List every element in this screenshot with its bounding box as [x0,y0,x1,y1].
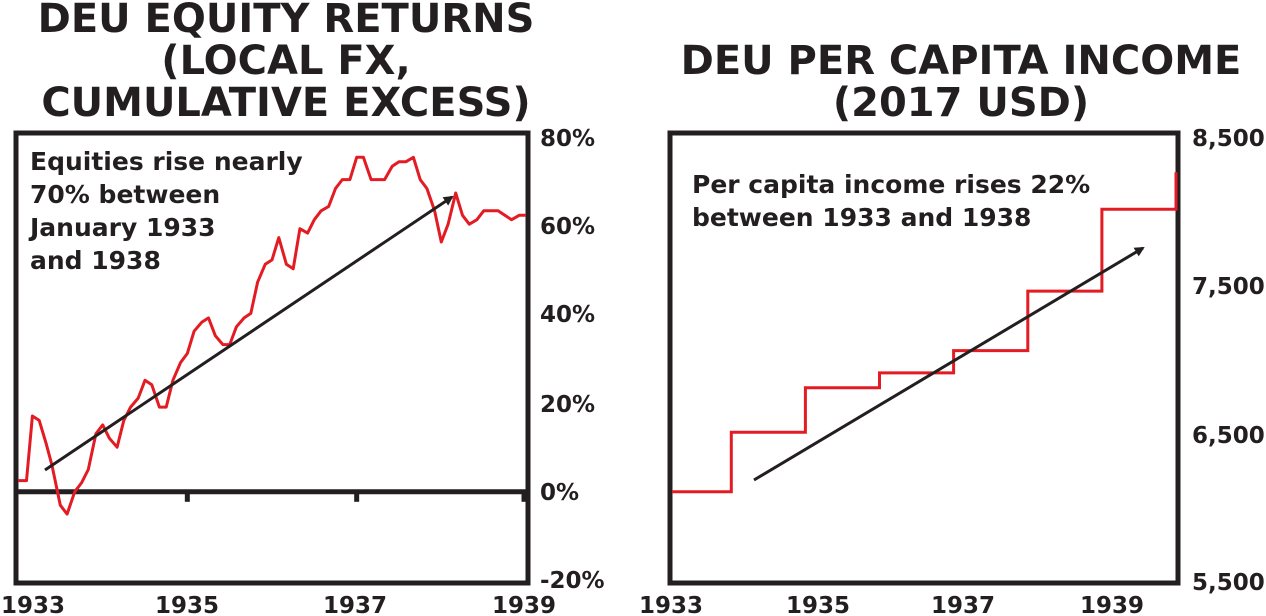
left-x-tick-1935: 1935 [155,593,219,616]
left-trend-arrow [44,195,454,472]
right-trend-arrow [753,246,1145,482]
left-title-line-1: DEU EQUITY RETURNS [38,0,535,42]
right-x-tick-1935: 1935 [786,593,850,616]
left-y-tick-0: 0% [540,480,579,506]
left-y-tick-20: 20% [540,392,595,418]
left-annotation-line-2: 70% between [30,180,220,209]
left-y-tick-60: 60% [540,214,595,240]
left-y-tick-minus20: -20% [540,568,605,594]
left-annotation-line-1: Equities rise nearly [30,147,303,176]
right-plot-frame [667,130,1181,586]
equity-returns-chart: DEU EQUITY RETURNS (LOCAL FX, CUMULATIVE… [1,0,605,616]
left-annotation-line-4: and 1938 [30,246,161,275]
right-annotation-line-1: Per capita income rises 22% [692,170,1090,199]
left-title-line-2: (LOCAL FX, [161,38,410,84]
right-title-line-1: DEU PER CAPITA INCOME [681,38,1242,84]
left-plot-frame [13,130,531,586]
left-y-tick-40: 40% [540,302,595,328]
left-x-tick-1937: 1937 [323,593,387,616]
right-y-tick-6500: 6,500 [1192,423,1265,449]
right-title-line-2: (2017 USD) [833,80,1089,126]
right-x-tick-1937: 1937 [931,593,995,616]
left-y-tick-80: 80% [540,126,595,152]
left-zero-ticks [184,491,527,502]
right-y-tick-8500: 8,500 [1192,126,1265,152]
right-x-tick-1933: 1933 [639,593,703,616]
equity-returns-line [18,155,526,516]
left-title-line-3: CUMULATIVE EXCESS) [41,80,530,126]
right-annotation-line-2: between 1933 and 1938 [692,203,1031,232]
left-x-tick-1933: 1933 [1,593,65,616]
per-capita-income-chart: DEU PER CAPITA INCOME (2017 USD) Per cap… [639,38,1265,616]
right-y-tick-7500: 7,500 [1192,274,1265,300]
left-annotation-line-3: January 1933 [28,213,216,242]
right-x-tick-1939: 1939 [1080,593,1144,616]
per-capita-income-line [672,172,1178,494]
right-y-tick-5500: 5,500 [1192,570,1265,596]
left-x-tick-1939: 1939 [492,593,556,616]
